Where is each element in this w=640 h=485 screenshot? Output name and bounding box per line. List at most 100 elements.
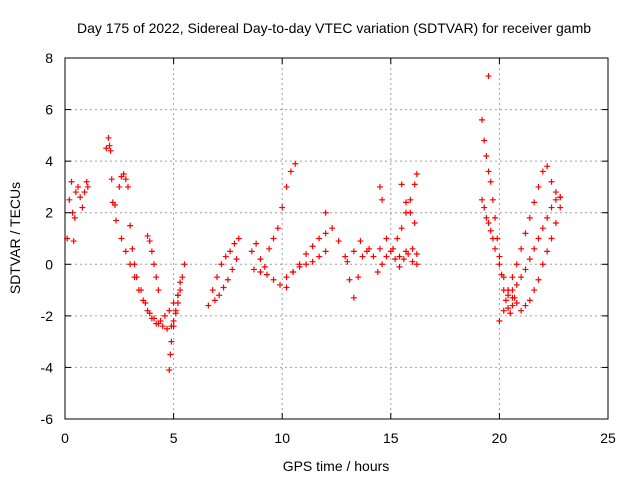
data-point [322, 230, 329, 237]
data-point [392, 256, 399, 263]
data-point [539, 225, 546, 232]
data-point [481, 204, 488, 211]
data-point [153, 274, 160, 281]
data-point [75, 183, 82, 190]
data-point [398, 225, 405, 232]
data-point [509, 287, 516, 294]
data-point [479, 196, 486, 203]
data-point [413, 171, 420, 178]
data-point [233, 256, 240, 263]
data-point [539, 168, 546, 175]
data-point [509, 274, 516, 281]
data-point [509, 302, 516, 309]
data-point [479, 116, 486, 123]
data-point [522, 266, 529, 273]
data-point [231, 240, 238, 247]
data-point [177, 279, 184, 286]
data-point [485, 168, 492, 175]
data-point [500, 274, 507, 281]
data-point [164, 325, 171, 332]
data-point [144, 307, 151, 314]
data-point [403, 199, 410, 206]
data-point [107, 147, 114, 154]
data-point [398, 181, 405, 188]
series-arc-e [144, 232, 162, 294]
data-point [350, 294, 357, 301]
series-arc-j [283, 230, 329, 291]
data-point [376, 245, 383, 252]
data-point [513, 299, 520, 306]
series-arc-v [518, 204, 564, 314]
data-point [153, 320, 160, 327]
data-point [522, 302, 529, 309]
data-point [379, 261, 386, 268]
data-point [539, 261, 546, 268]
data-point [394, 235, 401, 242]
data-point [108, 176, 115, 183]
data-point [170, 318, 177, 325]
data-point [552, 189, 559, 196]
data-point [396, 263, 403, 270]
grid-lines [65, 58, 608, 419]
data-point [118, 235, 125, 242]
data-point [279, 204, 286, 211]
data-point [148, 248, 155, 255]
y-tick-label: -2 [41, 308, 54, 324]
data-point [396, 253, 403, 260]
data-point [159, 323, 166, 330]
data-point [66, 196, 73, 203]
data-point [131, 274, 138, 281]
data-point [146, 238, 153, 245]
data-point [509, 294, 516, 301]
series-arc-b [103, 134, 120, 224]
axis-ticks [64, 57, 609, 420]
data-point [329, 225, 336, 232]
data-point [531, 287, 538, 294]
data-point [155, 287, 162, 294]
data-point [505, 292, 512, 299]
data-point [83, 178, 90, 185]
data-point [518, 245, 525, 252]
data-point [181, 261, 188, 268]
series-arc-n [376, 183, 386, 203]
series-arc-f [166, 279, 184, 374]
data-point [167, 351, 174, 358]
data-point [177, 287, 184, 294]
data-point [335, 238, 342, 245]
data-point [342, 253, 349, 260]
y-tick-label: 8 [45, 50, 53, 66]
data-point [487, 178, 494, 185]
y-tick-label: -4 [41, 359, 54, 375]
data-point [502, 297, 509, 304]
data-point [261, 263, 268, 270]
data-point [522, 230, 529, 237]
data-point [413, 250, 420, 257]
y-axis-label: SDTVAR / TECUs [7, 182, 23, 294]
data-point [531, 199, 538, 206]
data-point [303, 261, 310, 268]
data-point [127, 222, 134, 229]
x-tick-label: 0 [61, 430, 69, 446]
data-point [68, 178, 75, 185]
data-point [257, 256, 264, 263]
data-point [266, 245, 273, 252]
series-arc-k [322, 209, 373, 301]
data-point [355, 274, 362, 281]
data-point [283, 274, 290, 281]
data-points [64, 73, 564, 374]
data-point [250, 266, 257, 273]
data-point [374, 269, 381, 276]
data-point [170, 323, 177, 330]
data-point [552, 220, 559, 227]
data-point [496, 253, 503, 260]
data-point [113, 217, 120, 224]
data-point [224, 276, 231, 283]
data-point [70, 238, 77, 245]
data-point [205, 302, 212, 309]
data-point [500, 307, 507, 314]
data-point [350, 248, 357, 255]
data-point [492, 214, 499, 221]
data-point [151, 261, 158, 268]
data-point [526, 256, 533, 263]
